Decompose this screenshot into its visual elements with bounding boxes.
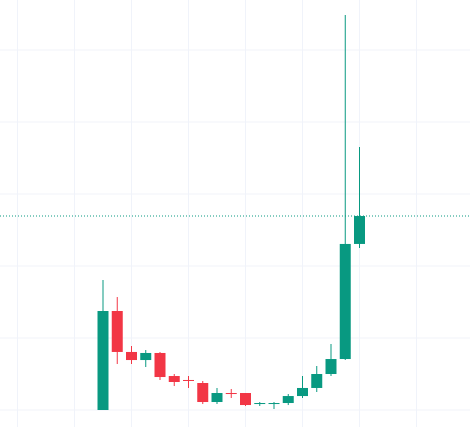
candle-body [183,379,194,381]
candle-body [168,376,180,382]
candle-body [97,310,109,411]
candle-body [282,396,294,404]
candle-body [254,403,266,405]
candle-body [225,393,237,395]
candle-body [111,310,123,352]
candle-body [126,351,137,361]
candle-body [354,216,365,244]
candle-body [211,393,223,403]
candle-body [325,359,337,375]
candle-body [311,374,323,388]
candle-body [154,352,166,378]
candle-body [297,387,308,397]
candle-body [197,383,209,403]
candle-body [339,243,351,360]
candle-body [240,393,251,406]
candle-body [268,403,280,405]
candle-body [140,352,152,361]
